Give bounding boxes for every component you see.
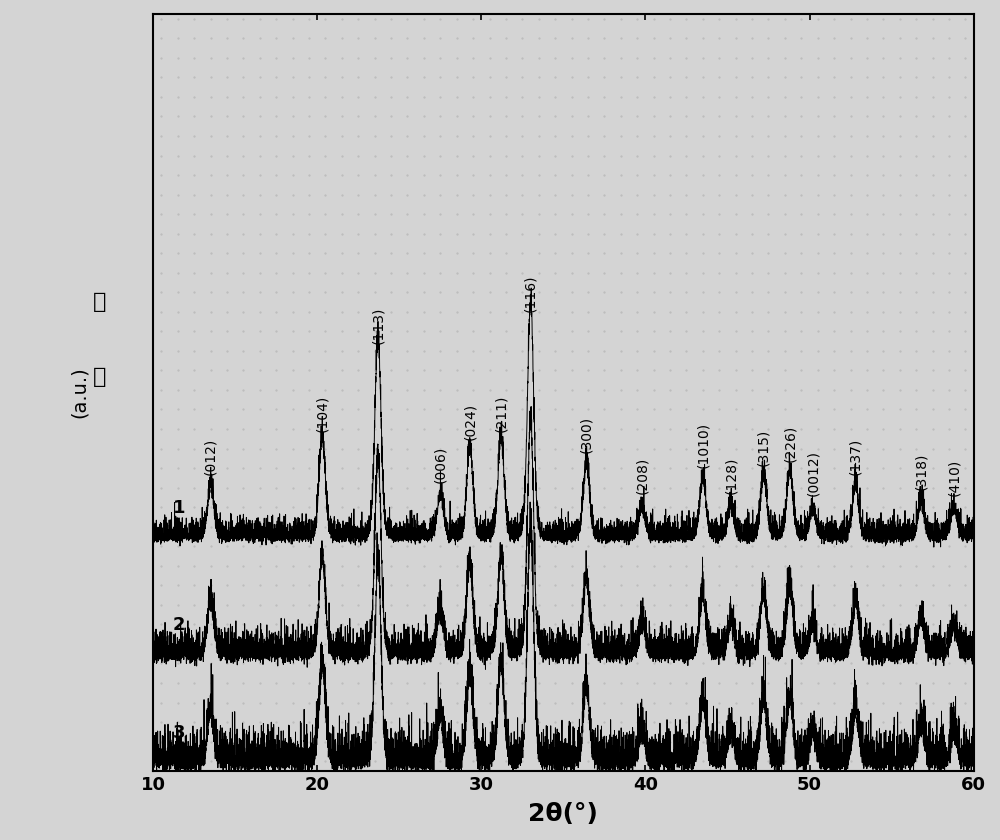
Text: (300): (300) xyxy=(579,416,593,453)
Text: (1010): (1010) xyxy=(696,422,710,468)
Text: (0012): (0012) xyxy=(806,450,820,496)
Text: (024): (024) xyxy=(463,403,477,440)
Text: (208): (208) xyxy=(635,457,649,494)
Text: (116): (116) xyxy=(524,275,538,312)
Text: (410): (410) xyxy=(947,459,961,496)
Text: (226): (226) xyxy=(783,424,797,462)
X-axis label: 2θ(°): 2θ(°) xyxy=(528,802,598,826)
Text: 3: 3 xyxy=(173,723,185,742)
Text: (211): (211) xyxy=(494,394,508,432)
Text: (012): (012) xyxy=(204,438,218,475)
Text: (006): (006) xyxy=(433,446,447,483)
Text: (318): (318) xyxy=(914,452,928,490)
Text: (137): (137) xyxy=(848,438,862,475)
Text: 度: 度 xyxy=(93,367,106,387)
Text: (315): (315) xyxy=(757,428,771,466)
Text: 1: 1 xyxy=(173,499,185,517)
Text: (128): (128) xyxy=(724,456,738,494)
Text: (104): (104) xyxy=(315,394,329,432)
Text: 2: 2 xyxy=(173,617,185,634)
Text: 强: 强 xyxy=(93,291,106,312)
Text: (a.u.): (a.u.) xyxy=(70,366,89,418)
Text: (113): (113) xyxy=(371,307,385,344)
